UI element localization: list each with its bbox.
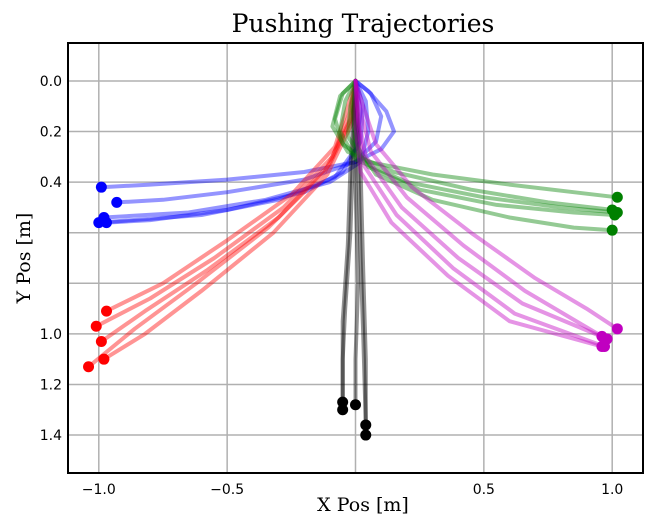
endpoint-marker [101,217,113,229]
y-tick-label: 0.0 [40,74,62,90]
y-tick-label: 0.4 [40,175,62,191]
x-axis-label: X Pos [m] [317,494,409,516]
trajectory-line [340,78,358,412]
tick-labels: −1.0 −0.5 0.5 1.0 0.0 0.2 0.4 1.0 1.2 1.4 [40,74,624,498]
trajectory-line [114,78,384,205]
endpoint-marker [337,396,349,408]
trajectory-line [353,78,604,339]
endpoint-marker [93,217,105,229]
trajectory-line [101,78,371,220]
endpoints [83,181,623,441]
y-axis-label: Y Pos [m] [13,213,35,305]
gridlines [68,43,643,473]
plot-frame [67,42,644,474]
trajectory-line [353,78,607,349]
trajectory-line [350,78,615,233]
endpoint-marker [90,320,102,332]
endpoint-marker [360,429,372,441]
trajectory-line [99,78,358,344]
trajectory-line [353,78,620,331]
y-tick-label: 1.0 [40,327,62,343]
x-tick-label: 1.0 [601,482,623,498]
endpoint-marker [95,181,107,193]
endpoint-marker [83,361,95,373]
trajectory-line [353,78,368,427]
x-tick-label: −0.5 [210,482,244,498]
endpoint-marker [350,399,361,411]
endpoint-marker [111,196,123,208]
trajectory-line [340,78,358,405]
endpoint-marker [337,404,349,416]
trajectory-line [96,78,363,225]
trajectory-line [353,78,610,341]
trajectory-line [330,78,615,212]
endpoint-marker [98,353,110,365]
trajectory-line [104,78,366,225]
trajectory-line [94,78,358,329]
endpoint-marker [101,305,113,317]
y-tick-label: 0.2 [40,125,62,141]
endpoint-marker [609,209,621,221]
endpoint-marker [611,323,623,335]
y-tick-label: 1.4 [40,428,62,444]
endpoint-marker [95,335,107,347]
trajectories [86,78,620,438]
trajectory-line [333,78,620,200]
endpoint-marker [596,341,608,353]
trajectory-line [345,78,617,217]
trajectory-line [353,78,604,349]
trajectory-line [353,78,361,407]
y-tick-label: 1.2 [40,377,62,393]
endpoint-marker [606,224,618,236]
trajectory-line [101,78,358,362]
x-tick-label: −1.0 [82,482,116,498]
x-tick-label: 0.5 [473,482,495,498]
endpoint-marker [360,419,372,431]
chart-title: Pushing Trajectories [232,9,495,38]
endpoint-marker [611,191,623,203]
trajectory-line [104,78,358,314]
trajectory-line [99,78,396,190]
trajectory-line [86,78,358,369]
trajectory-line [338,78,620,215]
trajectory-line [353,78,368,438]
